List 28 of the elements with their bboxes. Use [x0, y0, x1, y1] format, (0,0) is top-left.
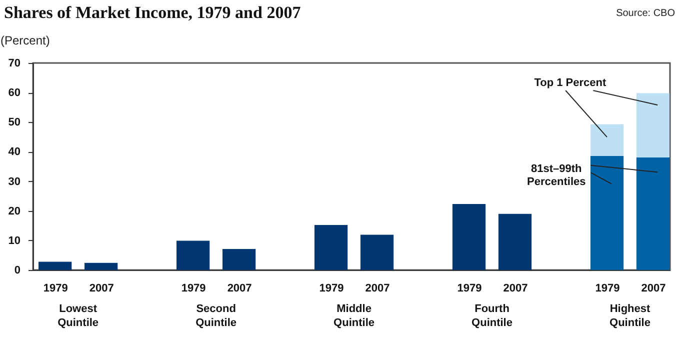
text: Fourth Quintile: [472, 303, 512, 329]
y-tick-label: 20: [8, 205, 20, 218]
x-tick-label: 1979: [43, 282, 68, 294]
x-tick-label: 2007: [89, 282, 114, 294]
text: Top 1 Percent: [534, 76, 606, 89]
x-tick-label: 1979: [181, 282, 206, 294]
x-tick-label: 1979: [595, 282, 620, 294]
source-note: Source: CBO: [616, 8, 676, 19]
x-tick-label: 2007: [365, 282, 390, 294]
y-tick-label: 0: [14, 264, 20, 276]
y-tick-label: 40: [8, 146, 20, 158]
text: Middle Quintile: [334, 303, 375, 329]
text: Highest Quintile: [610, 303, 650, 329]
x-tick-label: 2007: [641, 282, 666, 294]
y-axis-title: (Percent): [0, 34, 50, 48]
y-tick-label: 10: [8, 234, 20, 247]
chart-title: Shares of Market Income, 1979 and 2007: [4, 3, 302, 22]
y-tick-label: 50: [8, 116, 20, 129]
x-tick-label: 2007: [227, 282, 252, 294]
x-tick-label: 1979: [319, 282, 344, 294]
text: Second Quintile: [196, 303, 237, 329]
y-tick-label: 60: [8, 87, 20, 100]
y-tick-label: 70: [8, 58, 20, 70]
text: Lowest Quintile: [58, 303, 99, 329]
x-tick-label: 1979: [457, 282, 482, 294]
series-label: 81st–99th Percentiles: [527, 163, 586, 188]
y-tick-label: 30: [8, 176, 20, 188]
x-tick-label: 2007: [503, 282, 528, 294]
